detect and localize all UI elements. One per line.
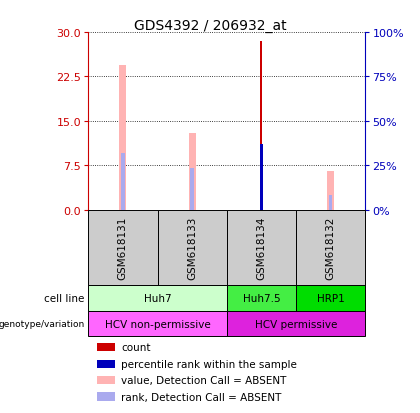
Bar: [329, 195, 333, 210]
Bar: [260, 42, 262, 210]
Bar: [88, 210, 158, 285]
Text: Huh7.5: Huh7.5: [243, 293, 280, 303]
Text: genotype/variation: genotype/variation: [0, 319, 85, 328]
Text: GDS4392 / 206932_at: GDS4392 / 206932_at: [134, 19, 286, 33]
Bar: [296, 285, 365, 311]
Text: percentile rank within the sample: percentile rank within the sample: [121, 359, 297, 369]
Bar: [189, 133, 196, 210]
Bar: [327, 172, 334, 210]
Text: GSM618134: GSM618134: [257, 216, 266, 279]
Bar: [88, 311, 227, 337]
Text: HCV non-permissive: HCV non-permissive: [105, 319, 210, 329]
Bar: [121, 154, 125, 210]
Bar: [97, 392, 115, 401]
Bar: [97, 360, 115, 368]
Bar: [296, 210, 365, 285]
Bar: [227, 285, 296, 311]
Text: GSM618132: GSM618132: [326, 216, 336, 279]
Bar: [97, 376, 115, 385]
Text: GSM618131: GSM618131: [118, 216, 128, 279]
Text: GSM618133: GSM618133: [187, 216, 197, 279]
Bar: [158, 210, 227, 285]
Bar: [97, 344, 115, 351]
Text: value, Detection Call = ABSENT: value, Detection Call = ABSENT: [121, 375, 287, 385]
Bar: [190, 169, 194, 210]
Bar: [88, 285, 227, 311]
Bar: [119, 66, 126, 210]
Text: rank, Detection Call = ABSENT: rank, Detection Call = ABSENT: [121, 392, 282, 401]
Text: count: count: [121, 342, 151, 353]
Text: HRP1: HRP1: [317, 293, 345, 303]
Text: HCV permissive: HCV permissive: [255, 319, 337, 329]
Bar: [227, 210, 296, 285]
Text: Huh7: Huh7: [144, 293, 171, 303]
Text: cell line: cell line: [45, 293, 85, 303]
Bar: [227, 311, 365, 337]
Bar: [260, 145, 263, 210]
